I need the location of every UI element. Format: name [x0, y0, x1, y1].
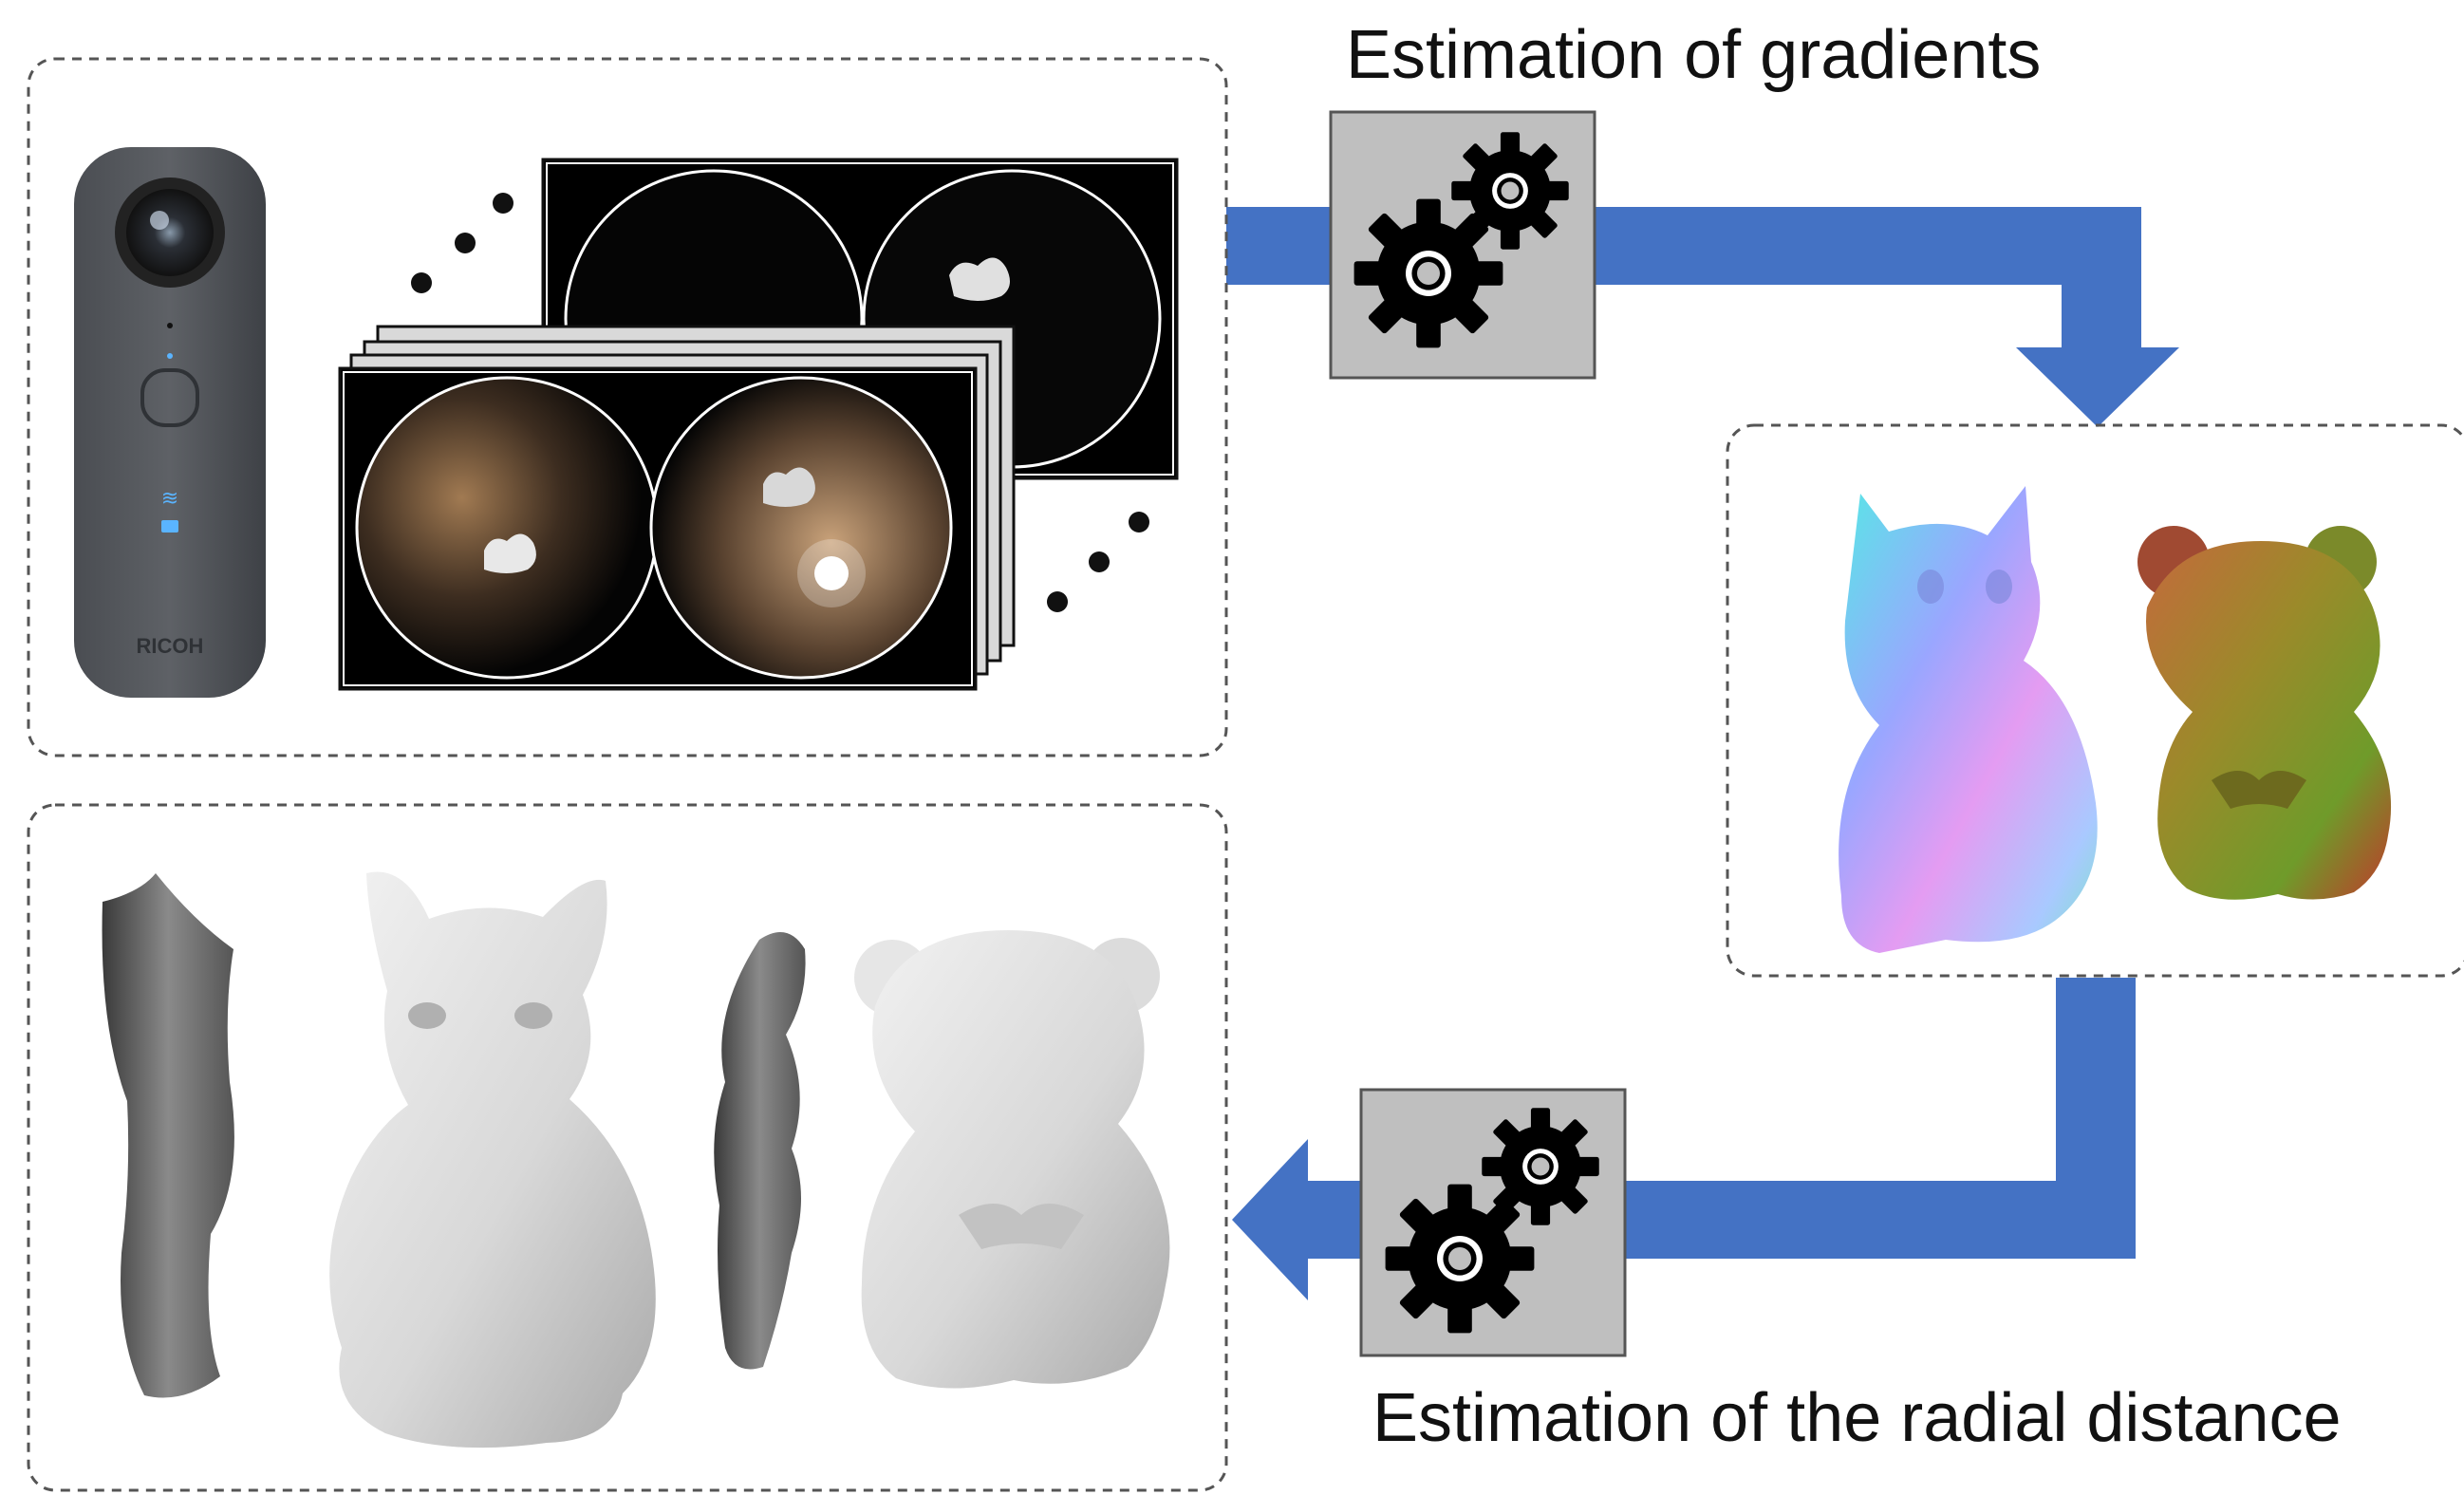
- svg-text:≋: ≋: [161, 486, 178, 510]
- label-estimation-of-radial-distance: Estimation of the radial distance: [1372, 1380, 2342, 1456]
- arrow-top-head: [2016, 347, 2179, 427]
- bear-front-view: [854, 930, 1170, 1389]
- label-estimation-of-gradients: Estimation of gradients: [1346, 17, 2042, 93]
- arrow-bottom-head: [1232, 1139, 1308, 1300]
- arrow-top-segment-1: [1226, 207, 1331, 285]
- gear-icon: [1451, 132, 1569, 250]
- bear-normal-map: [2137, 526, 2392, 900]
- camera-brand: RICOH: [137, 634, 204, 658]
- process-box-gradients: [1329, 110, 1596, 380]
- bear-side-view: [714, 932, 806, 1370]
- process-box-radial: [1359, 1088, 1627, 1357]
- flow-arrows: [1226, 207, 2179, 1300]
- ellipsis-dots-top: [411, 193, 513, 293]
- ellipsis-dots-bottom: [1047, 512, 1149, 612]
- arrow-bottom-segment-3: [1308, 1181, 1361, 1259]
- arrow-top-segment-2: [1591, 207, 2141, 285]
- arrow-top-segment-3: [2062, 207, 2141, 347]
- cat-front-view: [329, 871, 656, 1448]
- gear-icon: [1482, 1108, 1599, 1225]
- panel-reconstruction: [27, 803, 1228, 1492]
- cat-side-view: [102, 873, 234, 1398]
- arrow-bottom-segment-2: [1621, 1181, 2136, 1259]
- panel-capture: [27, 57, 1228, 757]
- panel-normal-maps: [1726, 423, 2464, 978]
- fisheye-image-front: [338, 366, 978, 691]
- cat-normal-map: [1839, 486, 2098, 953]
- 360-camera-icon: ≋ RICOH: [74, 147, 266, 698]
